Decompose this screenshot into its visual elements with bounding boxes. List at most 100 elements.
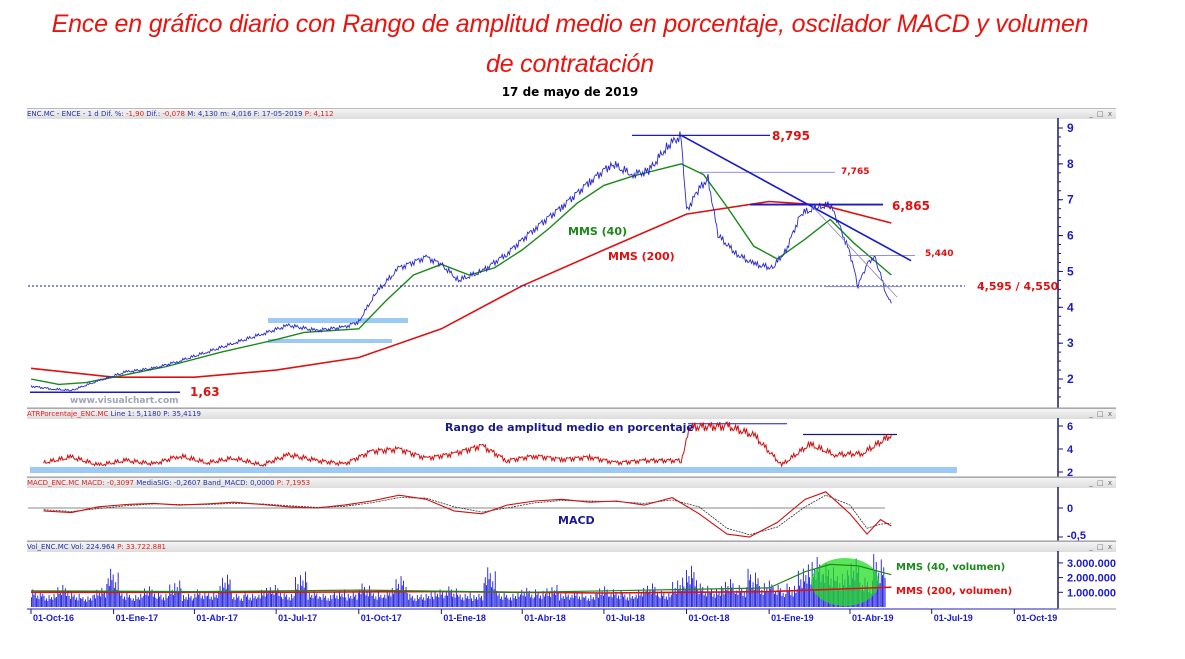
volume-bar bbox=[423, 597, 425, 607]
volume-bar bbox=[449, 592, 451, 607]
volume-bar bbox=[121, 593, 123, 607]
volume-bar bbox=[499, 598, 501, 607]
volume-bar bbox=[308, 592, 310, 607]
volume-bar bbox=[440, 594, 442, 607]
x-tick-label: 01-Jul-19 bbox=[934, 613, 973, 623]
volume-bar bbox=[807, 564, 809, 607]
volume-bar bbox=[175, 591, 177, 607]
volume-mms40-line bbox=[30, 563, 892, 593]
volume-bar bbox=[771, 584, 773, 607]
window-buttons[interactable]: _ □ x bbox=[1089, 479, 1113, 487]
volume-bar bbox=[151, 589, 153, 607]
volume-bar bbox=[631, 596, 633, 607]
volume-bar bbox=[365, 595, 367, 607]
label-vol-mms40: MMS (40, volumen) bbox=[896, 562, 1005, 573]
volume-bar bbox=[787, 590, 789, 607]
volume-bar bbox=[545, 593, 546, 607]
volume-bar bbox=[784, 597, 785, 607]
volume-bar bbox=[142, 595, 144, 607]
volume-bar bbox=[37, 595, 39, 607]
volume-bar bbox=[581, 592, 583, 607]
volume-bar bbox=[797, 570, 799, 607]
volume-bar bbox=[158, 592, 159, 607]
volume-bar bbox=[385, 598, 387, 607]
volume-bar bbox=[683, 586, 685, 607]
volume-bar bbox=[660, 590, 662, 607]
volume-bar bbox=[743, 592, 745, 607]
volume-bar bbox=[147, 595, 149, 607]
volume-bar bbox=[371, 595, 373, 607]
volume-bar bbox=[31, 597, 32, 607]
volume-bar bbox=[130, 598, 132, 607]
volume-bar bbox=[711, 589, 712, 607]
volume-bar bbox=[268, 590, 270, 607]
volume-bar bbox=[879, 583, 881, 607]
volume-bar bbox=[458, 596, 460, 607]
volume-bar bbox=[262, 595, 264, 607]
volume-bar bbox=[61, 594, 62, 607]
volume-bar bbox=[687, 582, 689, 607]
volume-bar bbox=[345, 597, 347, 607]
volume-bar bbox=[639, 595, 641, 607]
x-tick-label: 01-Oct-19 bbox=[1016, 613, 1057, 623]
header-field: -1,90 bbox=[125, 110, 145, 118]
volume-bar bbox=[163, 597, 164, 607]
volume-bar bbox=[469, 592, 471, 607]
volume-bar bbox=[150, 592, 152, 607]
volume-bar bbox=[670, 594, 672, 607]
volume-bar bbox=[686, 570, 687, 607]
volume-bar bbox=[273, 594, 275, 607]
volume-bar bbox=[359, 589, 360, 607]
x-tick-label: 01-Jul-18 bbox=[606, 613, 645, 623]
volume-bar bbox=[567, 594, 569, 607]
volume-bar bbox=[398, 583, 399, 607]
volume-bar bbox=[713, 593, 715, 607]
volume-bar bbox=[435, 596, 437, 607]
volume-bar bbox=[541, 599, 543, 607]
volume-bar bbox=[434, 591, 436, 607]
volume-bar bbox=[502, 599, 504, 607]
volume-bar bbox=[718, 591, 720, 607]
volume-bar bbox=[101, 587, 103, 607]
volume-bar bbox=[51, 597, 52, 607]
volume-bar bbox=[249, 597, 251, 607]
volume-bar bbox=[208, 593, 210, 607]
volume-bar bbox=[878, 572, 880, 607]
volume-bar bbox=[595, 593, 597, 607]
volume-bar bbox=[477, 599, 479, 607]
volume-bar bbox=[481, 595, 482, 607]
window-buttons[interactable]: _ □ x bbox=[1089, 110, 1113, 118]
volume-bar bbox=[501, 596, 503, 607]
volume-bar bbox=[806, 583, 808, 607]
volume-bar bbox=[110, 568, 112, 607]
volume-bar bbox=[341, 593, 343, 607]
volume-bar bbox=[98, 592, 100, 607]
volume-bar bbox=[267, 593, 269, 607]
volume-bar bbox=[64, 588, 66, 607]
volume-bar bbox=[410, 597, 412, 607]
window-buttons[interactable]: _ □ x bbox=[1089, 543, 1113, 551]
volume-bar bbox=[498, 593, 500, 607]
volume-bar bbox=[396, 588, 398, 607]
volume-bar bbox=[190, 595, 192, 607]
volume-bar bbox=[357, 592, 359, 607]
volume-bar bbox=[364, 587, 365, 607]
label-macd: MACD bbox=[558, 514, 595, 527]
volume-bar bbox=[579, 596, 580, 607]
volume-bar bbox=[774, 593, 775, 607]
volume-bar bbox=[372, 593, 374, 607]
volume-bar bbox=[526, 587, 528, 607]
volume-bar bbox=[634, 597, 636, 607]
volume-bar bbox=[263, 592, 265, 607]
volume-bar bbox=[459, 594, 461, 607]
volume-bar bbox=[571, 594, 573, 607]
volume-bar bbox=[425, 593, 427, 607]
volume-bar bbox=[635, 594, 637, 607]
volume-bar bbox=[38, 599, 40, 607]
volume-bar bbox=[761, 589, 763, 607]
volume-bar bbox=[525, 596, 526, 607]
volume-bar bbox=[135, 595, 137, 607]
volume-bar bbox=[129, 594, 130, 607]
window-buttons[interactable]: _ □ x bbox=[1089, 410, 1113, 418]
macd-signal-line bbox=[43, 494, 892, 536]
